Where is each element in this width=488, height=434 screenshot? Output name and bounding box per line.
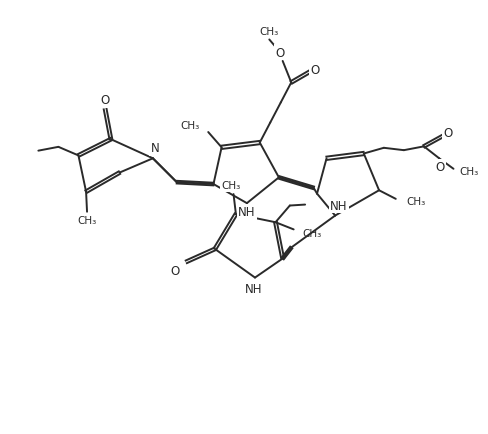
Text: N: N	[151, 142, 159, 155]
Text: NH: NH	[238, 206, 255, 219]
Text: CH₃: CH₃	[221, 181, 240, 191]
Text: CH₃: CH₃	[302, 229, 321, 239]
Text: O: O	[275, 47, 285, 60]
Text: CH₃: CH₃	[458, 167, 477, 177]
Text: CH₃: CH₃	[259, 27, 278, 37]
Text: O: O	[435, 161, 444, 174]
Text: CH₃: CH₃	[77, 216, 97, 226]
Text: O: O	[310, 64, 319, 77]
Text: NH: NH	[329, 199, 347, 212]
Text: O: O	[169, 264, 179, 277]
Text: CH₃: CH₃	[180, 121, 199, 131]
Text: O: O	[101, 94, 110, 107]
Text: NH: NH	[245, 282, 262, 295]
Text: CH₃: CH₃	[406, 197, 425, 207]
Text: O: O	[442, 126, 451, 139]
